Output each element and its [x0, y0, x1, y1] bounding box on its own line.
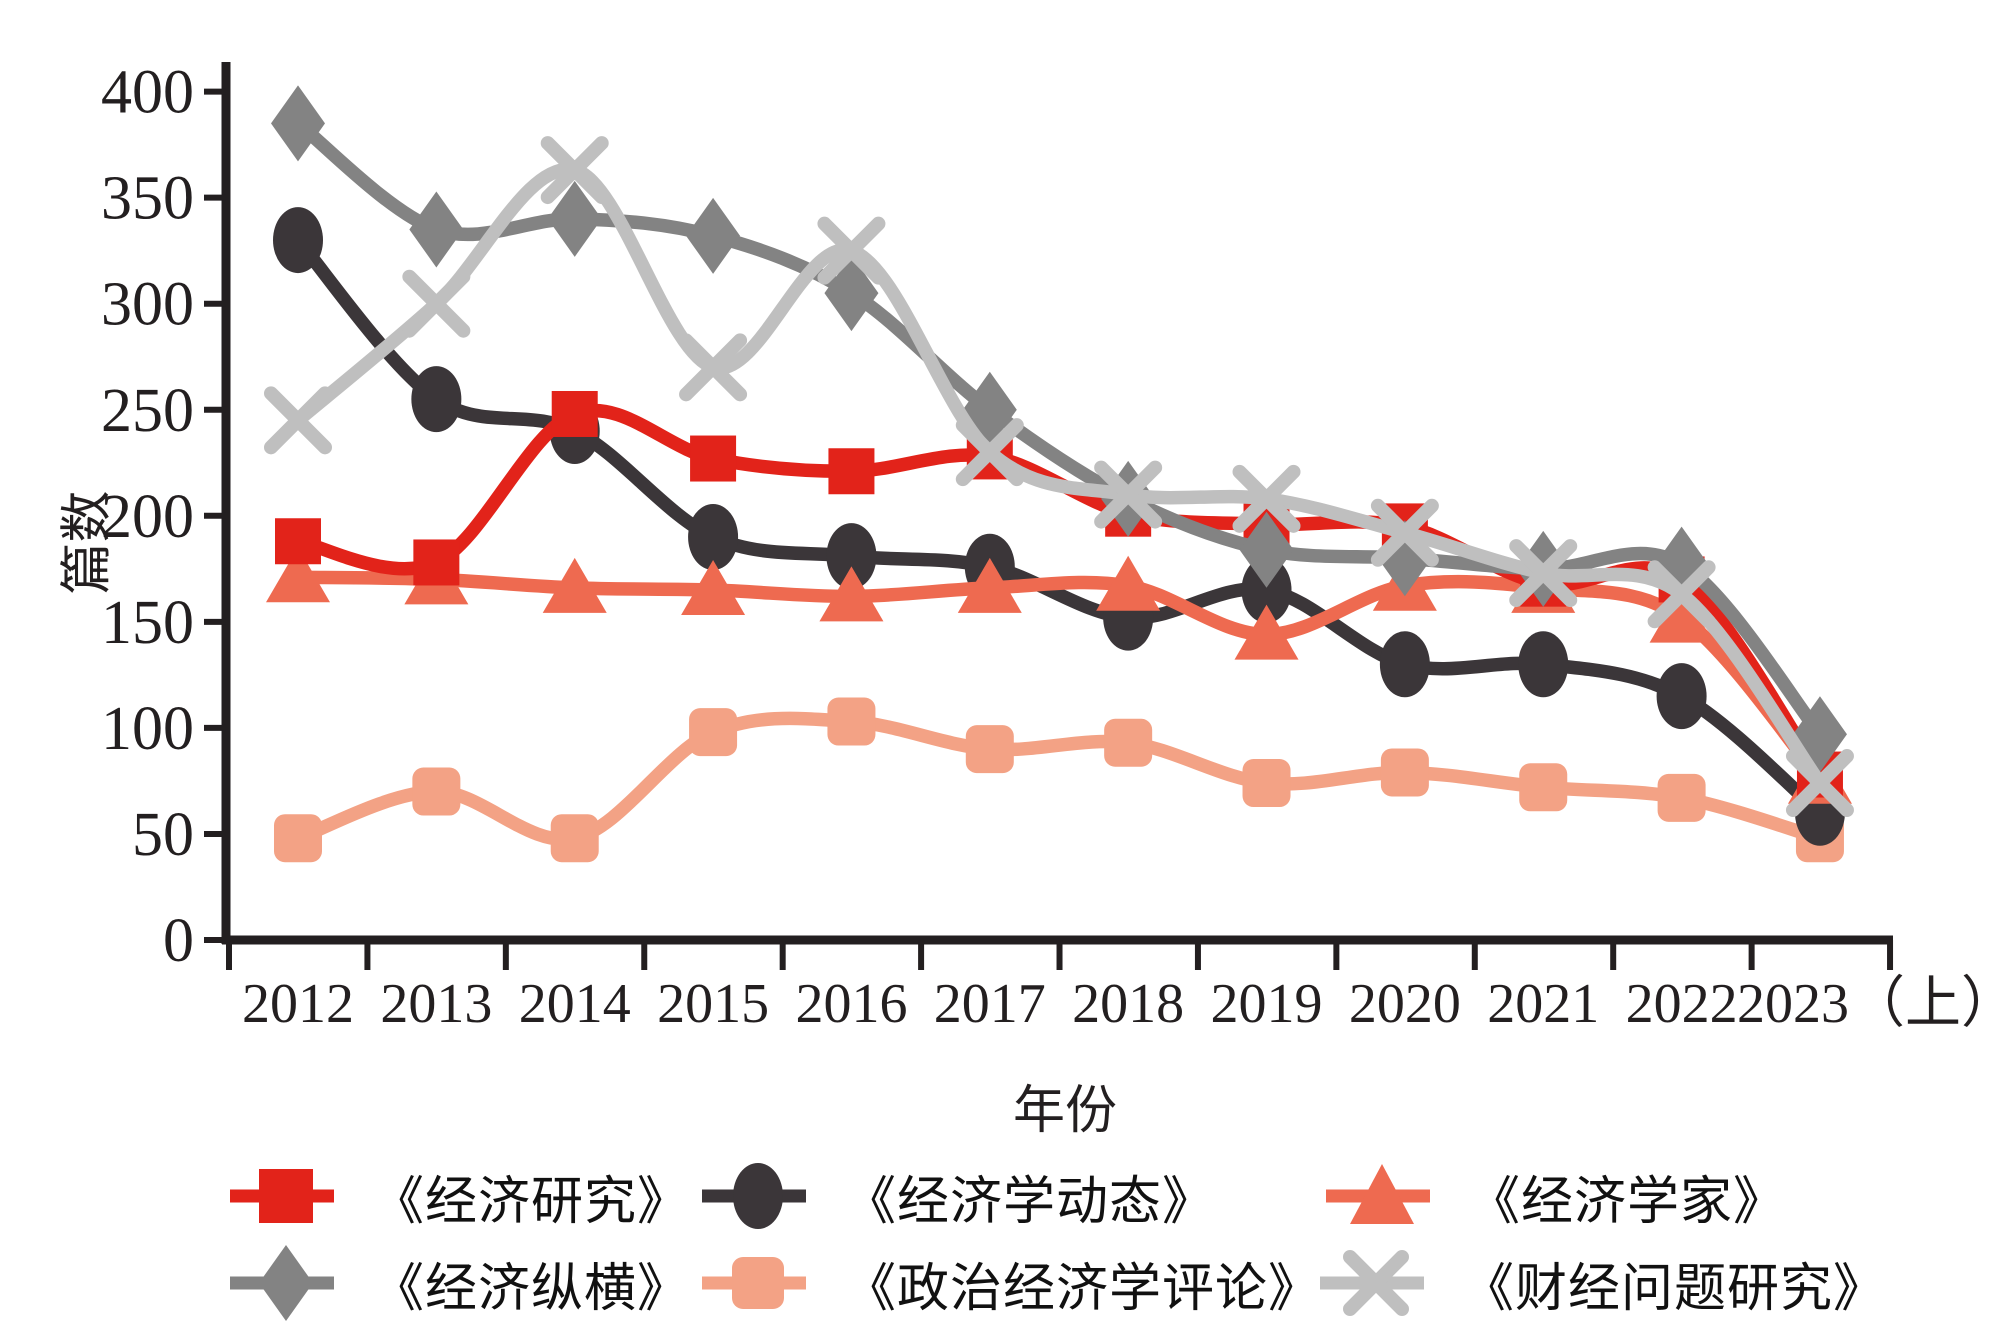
svg-text:400: 400	[101, 59, 194, 127]
svg-text:2017: 2017	[934, 973, 1046, 1035]
svg-text:250: 250	[101, 377, 194, 445]
svg-text:150: 150	[101, 589, 194, 657]
legend-marker-rounded-square-icon	[702, 1257, 806, 1309]
svg-text:2014: 2014	[519, 973, 631, 1035]
svg-text:2019: 2019	[1211, 973, 1323, 1035]
legend-label: 《经济学家》	[1468, 1173, 1787, 1231]
svg-text:2013: 2013	[380, 973, 492, 1035]
legend-label: 《政治经济学评论》	[844, 1260, 1322, 1318]
svg-text:2021: 2021	[1487, 973, 1599, 1035]
legend-item: 《财经问题研究》	[1316, 1243, 1886, 1323]
legend-item: 《经济学动态》	[698, 1156, 1215, 1236]
series-rounded-square	[274, 697, 1844, 863]
legend-item: 《经济学家》	[1322, 1156, 1786, 1236]
svg-text:200: 200	[101, 483, 194, 551]
svg-text:100: 100	[101, 695, 194, 763]
series-triangle	[266, 547, 1852, 804]
y-axis-title: 篇数	[59, 490, 117, 595]
legend-label: 《经济研究》	[372, 1173, 691, 1231]
svg-text:350: 350	[101, 165, 194, 233]
svg-text:2012: 2012	[242, 973, 354, 1035]
legend-item: 《经济纵横》	[226, 1243, 690, 1323]
svg-text:0: 0	[163, 907, 194, 975]
legend-marker-diamond-icon	[230, 1245, 334, 1321]
legend-label: 《经济纵横》	[372, 1260, 691, 1318]
svg-text:2022: 2022	[1626, 973, 1738, 1035]
legend-label: 《财经问题研究》	[1462, 1260, 1887, 1318]
legend-label: 《经济学动态》	[844, 1173, 1216, 1231]
legend-marker-triangle-icon	[1326, 1164, 1430, 1224]
svg-text:300: 300	[101, 271, 194, 339]
legend-marker-square-icon	[230, 1169, 334, 1223]
legend-item: 《经济研究》	[226, 1156, 690, 1236]
legend-marker-x-icon	[1320, 1250, 1424, 1316]
legend-marker-circle-icon	[702, 1163, 806, 1229]
svg-text:2015: 2015	[657, 973, 769, 1035]
series-x	[264, 136, 1854, 818]
legend-item: 《政治经济学评论》	[698, 1243, 1321, 1323]
svg-text:2018: 2018	[1072, 973, 1184, 1035]
svg-text:2023（上）: 2023（上）	[1737, 973, 2009, 1035]
svg-text:50: 50	[132, 801, 194, 869]
svg-text:2020: 2020	[1349, 973, 1461, 1035]
svg-text:2016: 2016	[795, 973, 907, 1035]
x-axis-title: 年份	[1012, 1083, 1117, 1140]
